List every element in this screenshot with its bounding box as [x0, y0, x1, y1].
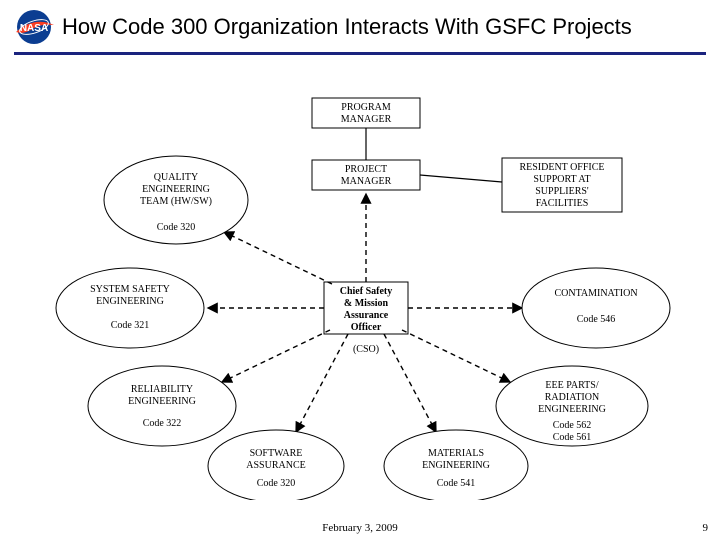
- svg-text:ASSURANCE: ASSURANCE: [246, 460, 305, 471]
- box-program-manager: PROGRAM MANAGER: [312, 98, 420, 128]
- svg-text:ENGINEERING: ENGINEERING: [96, 296, 164, 307]
- svg-text:ENGINEERING: ENGINEERING: [422, 460, 490, 471]
- svg-text:& Mission: & Mission: [344, 298, 389, 309]
- svg-text:MANAGER: MANAGER: [341, 114, 392, 125]
- svg-text:ENGINEERING: ENGINEERING: [538, 404, 606, 415]
- svg-text:SUPPLIERS': SUPPLIERS': [535, 186, 589, 197]
- svg-text:RESIDENT OFFICE: RESIDENT OFFICE: [519, 162, 604, 173]
- box-cso: Chief Safety & Mission Assurance Officer…: [324, 282, 408, 355]
- svg-text:Code 322: Code 322: [143, 418, 182, 429]
- svg-text:SUPPORT AT: SUPPORT AT: [533, 174, 590, 185]
- svg-text:Code 321: Code 321: [111, 320, 150, 331]
- org-diagram: PROGRAM MANAGER PROJECT MANAGER RESIDENT…: [0, 70, 720, 500]
- svg-text:QUALITY: QUALITY: [154, 172, 198, 183]
- svg-text:Code 541: Code 541: [437, 478, 476, 489]
- cso-sublabel: (CSO): [353, 344, 379, 355]
- svg-text:Code 320: Code 320: [257, 478, 296, 489]
- title-rule: [14, 52, 706, 55]
- ellipse-materials: MATERIALS ENGINEERING Code 541: [384, 430, 528, 500]
- box-project-manager: PROJECT MANAGER: [312, 160, 420, 190]
- svg-text:PROJECT: PROJECT: [345, 164, 387, 175]
- svg-text:Chief Safety: Chief Safety: [340, 286, 393, 297]
- box-resident-office: RESIDENT OFFICE SUPPORT AT SUPPLIERS' FA…: [502, 158, 622, 212]
- svg-text:ENGINEERING: ENGINEERING: [142, 184, 210, 195]
- svg-text:Code 546: Code 546: [577, 314, 616, 325]
- ellipse-reliability: RELIABILITY ENGINEERING Code 322: [88, 366, 236, 446]
- svg-text:ENGINEERING: ENGINEERING: [128, 396, 196, 407]
- footer-date: February 3, 2009: [0, 522, 720, 534]
- slide-title: How Code 300 Organization Interacts With…: [62, 14, 632, 40]
- svg-text:PROGRAM: PROGRAM: [341, 102, 391, 113]
- svg-text:SYSTEM SAFETY: SYSTEM SAFETY: [90, 284, 170, 295]
- ellipse-software-assurance: SOFTWARE ASSURANCE Code 320: [208, 430, 344, 500]
- svg-text:FACILITIES: FACILITIES: [536, 198, 589, 209]
- svg-text:TEAM (HW/SW): TEAM (HW/SW): [140, 196, 212, 207]
- svg-text:MANAGER: MANAGER: [341, 176, 392, 187]
- ellipse-quality-eng: QUALITY ENGINEERING TEAM (HW/SW) Code 32…: [104, 156, 248, 244]
- svg-text:CONTAMINATION: CONTAMINATION: [554, 288, 637, 299]
- svg-text:MATERIALS: MATERIALS: [428, 448, 484, 459]
- svg-text:Code 561: Code 561: [553, 432, 592, 443]
- svg-text:Assurance: Assurance: [344, 310, 389, 321]
- svg-text:Officer: Officer: [351, 322, 382, 333]
- svg-text:Code 562: Code 562: [553, 420, 592, 431]
- ellipse-eee-parts: EEE PARTS/ RADIATION ENGINEERING Code 56…: [496, 366, 648, 446]
- svg-text:Code 320: Code 320: [157, 222, 196, 233]
- svg-text:NASA: NASA: [20, 23, 48, 34]
- ellipse-contamination: CONTAMINATION Code 546: [522, 268, 670, 348]
- footer-page-number: 9: [703, 522, 709, 534]
- svg-text:EEE PARTS/: EEE PARTS/: [545, 380, 598, 391]
- nasa-logo: NASA: [12, 8, 56, 46]
- svg-text:RADIATION: RADIATION: [545, 392, 599, 403]
- svg-text:SOFTWARE: SOFTWARE: [250, 448, 303, 459]
- svg-text:RELIABILITY: RELIABILITY: [131, 384, 193, 395]
- ellipse-system-safety: SYSTEM SAFETY ENGINEERING Code 321: [56, 268, 204, 348]
